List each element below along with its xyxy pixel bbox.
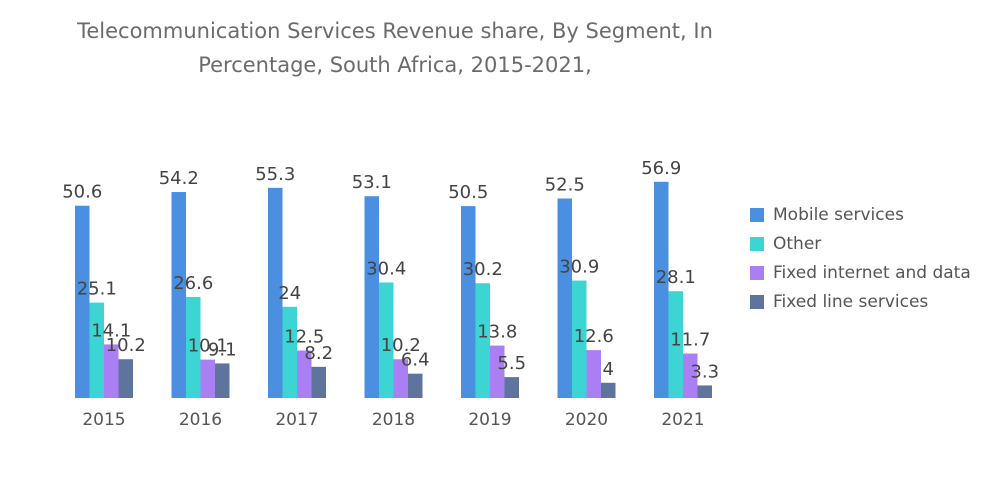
bar-2019-fixed-internet-and-data bbox=[490, 345, 505, 398]
bar-2018-mobile-services bbox=[364, 196, 379, 398]
legend-label-fixed-line-services: Fixed line services bbox=[773, 291, 929, 312]
data-label-2015-mobile-services: 50.6 bbox=[62, 182, 102, 203]
data-label-2019-other: 30.2 bbox=[463, 259, 503, 280]
data-label-2019-fixed-line-services: 5.5 bbox=[497, 353, 526, 374]
legend-item-fixed-line-services: Fixed line services bbox=[750, 287, 971, 316]
legend-item-fixed-internet-and-data: Fixed internet and data bbox=[750, 258, 971, 287]
data-label-2021-mobile-services: 56.9 bbox=[641, 158, 681, 179]
data-label-2018-other: 30.4 bbox=[366, 258, 406, 279]
bar-2016-other bbox=[186, 296, 201, 398]
data-label-2017-fixed-internet-and-data: 12.5 bbox=[284, 327, 324, 348]
x-tick-label-2021: 2021 bbox=[661, 410, 704, 430]
data-label-2021-fixed-internet-and-data: 11.7 bbox=[670, 330, 710, 351]
bar-2020-other bbox=[572, 280, 587, 398]
data-label-2021-fixed-line-services: 3.3 bbox=[690, 361, 719, 382]
data-label-2016-other: 26.6 bbox=[173, 273, 213, 294]
legend-item-other: Other bbox=[750, 229, 971, 258]
bar-2019-other bbox=[475, 283, 490, 398]
bar-2018-fixed-line-services bbox=[408, 373, 423, 398]
legend-label-other: Other bbox=[773, 233, 822, 254]
data-label-2019-fixed-internet-and-data: 13.8 bbox=[477, 322, 517, 343]
data-label-2020-fixed-line-services: 4 bbox=[603, 359, 614, 380]
bar-2021-fixed-line-services bbox=[697, 385, 712, 398]
bar-2016-fixed-internet-and-data bbox=[200, 359, 215, 398]
bar-2020-fixed-line-services bbox=[601, 382, 616, 398]
x-tick-label-2019: 2019 bbox=[468, 410, 511, 430]
legend-swatch-fixed-internet-and-data bbox=[750, 265, 764, 280]
bar-2017-fixed-line-services bbox=[311, 366, 326, 398]
bar-2015-other bbox=[89, 302, 104, 398]
bar-2020-fixed-internet-and-data bbox=[586, 350, 601, 398]
bar-2021-other bbox=[668, 291, 683, 398]
legend-label-mobile-services: Mobile services bbox=[773, 204, 904, 225]
x-tick-label-2015: 2015 bbox=[82, 410, 125, 430]
data-label-2019-mobile-services: 50.5 bbox=[448, 182, 488, 203]
bar-2017-mobile-services bbox=[268, 187, 283, 398]
legend-label-fixed-internet-and-data: Fixed internet and data bbox=[773, 262, 971, 283]
data-label-2016-fixed-line-services: 9.1 bbox=[208, 339, 237, 360]
x-tick-label-2016: 2016 bbox=[179, 410, 222, 430]
bar-2019-mobile-services bbox=[461, 206, 476, 398]
x-tick-label-2020: 2020 bbox=[565, 410, 608, 430]
data-label-2021-other: 28.1 bbox=[656, 267, 696, 288]
bar-2016-mobile-services bbox=[171, 192, 186, 398]
data-label-2017-fixed-line-services: 8.2 bbox=[304, 343, 333, 364]
data-label-2015-fixed-internet-and-data: 14.1 bbox=[91, 320, 131, 341]
bar-2015-fixed-internet-and-data bbox=[104, 344, 119, 398]
data-label-2018-fixed-internet-and-data: 10.2 bbox=[381, 335, 421, 356]
x-tick-label-2017: 2017 bbox=[275, 410, 318, 430]
chart-title-line-1: Telecommunication Services Revenue share… bbox=[77, 19, 713, 43]
legend-item-mobile-services: Mobile services bbox=[750, 200, 971, 229]
legend-swatch-other bbox=[750, 236, 764, 251]
bar-2019-fixed-line-services bbox=[504, 377, 519, 398]
data-label-2017-other: 24 bbox=[278, 283, 301, 304]
data-label-2020-mobile-services: 52.5 bbox=[545, 175, 585, 196]
data-label-2015-fixed-line-services: 10.2 bbox=[106, 335, 146, 356]
bar-2017-other bbox=[282, 306, 297, 398]
data-label-2018-mobile-services: 53.1 bbox=[352, 172, 392, 193]
bar-2016-fixed-line-services bbox=[215, 363, 230, 398]
data-label-2020-fixed-internet-and-data: 12.6 bbox=[574, 326, 614, 347]
bar-2015-fixed-line-services bbox=[118, 359, 133, 398]
chart-title: Telecommunication Services Revenue share… bbox=[40, 14, 750, 82]
bar-2015-mobile-services bbox=[75, 205, 90, 398]
data-label-2016-fixed-internet-and-data: 10.1 bbox=[188, 336, 228, 357]
bar-2018-fixed-internet-and-data bbox=[393, 359, 408, 398]
bar-2021-fixed-internet-and-data bbox=[683, 353, 698, 398]
data-label-2017-mobile-services: 55.3 bbox=[255, 164, 295, 185]
bar-2020-mobile-services bbox=[557, 198, 572, 398]
data-label-2020-other: 30.9 bbox=[559, 257, 599, 278]
data-label-2015-other: 25.1 bbox=[77, 279, 117, 300]
chart-title-line-2: Percentage, South Africa, 2015-2021, bbox=[198, 53, 592, 77]
bar-2021-mobile-services bbox=[654, 181, 669, 398]
chart-legend: Mobile services Other Fixed internet and d… bbox=[750, 200, 971, 316]
legend-swatch-fixed-line-services bbox=[750, 294, 764, 309]
x-tick-label-2018: 2018 bbox=[372, 410, 415, 430]
bar-2017-fixed-internet-and-data bbox=[297, 350, 312, 398]
bar-2018-other bbox=[379, 282, 394, 398]
data-label-2018-fixed-line-services: 6.4 bbox=[401, 350, 430, 371]
legend-swatch-mobile-services bbox=[750, 207, 764, 222]
data-label-2016-mobile-services: 54.2 bbox=[159, 168, 199, 189]
